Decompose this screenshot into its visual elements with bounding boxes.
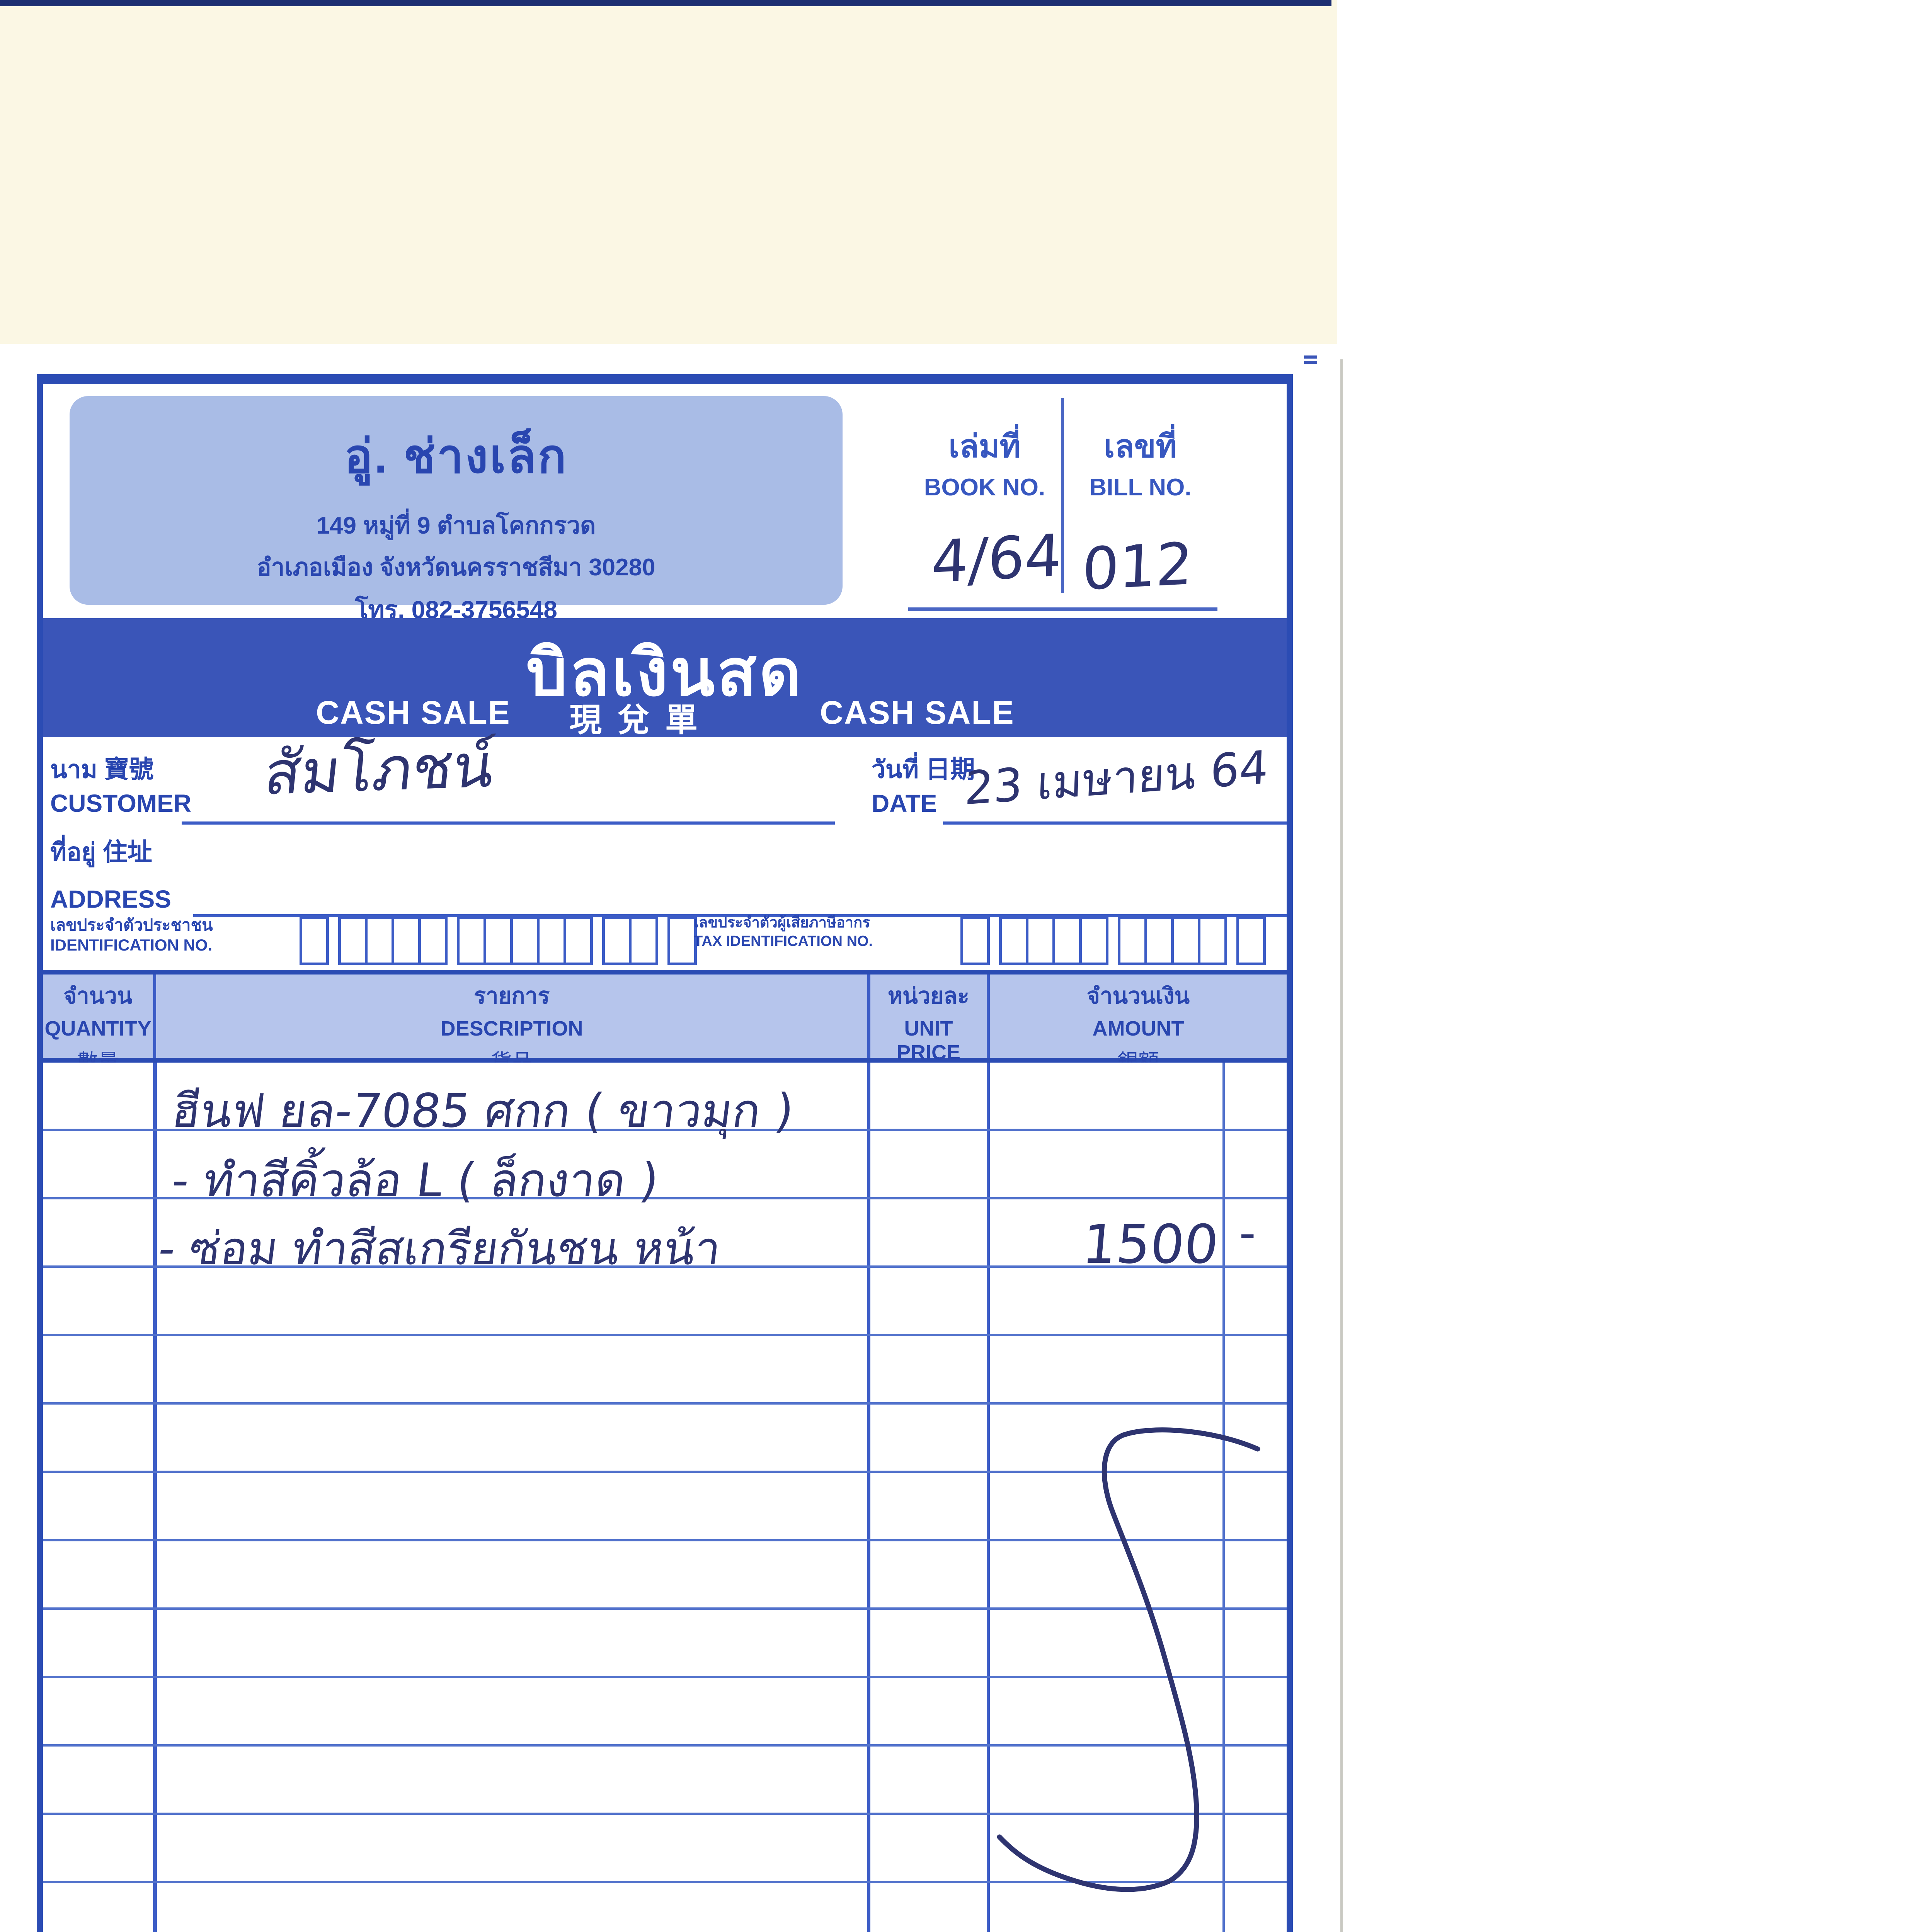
date-label-th: วันที่ 日期 <box>872 755 975 783</box>
id-box <box>1198 917 1227 965</box>
customer-label-en: CUSTOMER <box>50 789 192 817</box>
date-underline <box>943 821 1287 825</box>
id-box <box>1171 917 1198 965</box>
book-no-label-en: BOOK NO. <box>924 474 1045 501</box>
scan-top-strip <box>0 0 1331 6</box>
pen-flourish <box>997 1427 1260 1892</box>
tax-id-number-boxes <box>960 917 1266 965</box>
title-chinese: 現兌單 <box>569 702 713 738</box>
scan-blue-mark <box>1304 355 1317 359</box>
table-body: ฮีนฟ ยล-7085 ศกก ( ขาวมุก ) - ทำสีคิ้วล้… <box>43 1063 1287 1932</box>
scan-cream-band <box>0 0 1337 344</box>
customer-label-th: นาม 寶號 <box>50 755 154 783</box>
id-box-group <box>300 917 329 965</box>
receipt-form: อู่. ช่างเล็ก 149 หมู่ที่ 9 ตำบลโคกกรวด … <box>37 374 1293 1932</box>
table-header-bottom-rule <box>43 1058 1287 1063</box>
book-bill-divider <box>1061 398 1064 593</box>
id-box <box>300 917 329 965</box>
id-box <box>1118 917 1144 965</box>
book-no-cell: เล่มที่ BOOK NO. <box>908 421 1061 501</box>
shop-name: อู่. ช่างเล็ก <box>344 430 568 483</box>
id-box <box>510 917 537 965</box>
id-box <box>1052 917 1079 965</box>
table-row <box>43 1678 1287 1747</box>
title-thai: บิลเงินสด <box>526 636 804 709</box>
id-box <box>484 917 510 965</box>
id-box <box>418 917 448 965</box>
title-cash-sale-left: CASH SALE <box>316 694 511 731</box>
header-amount: จำนวนเงิน AMOUNT 銀額 <box>1086 983 1190 1073</box>
address-label-th: ที่อยู่ 住址 <box>50 838 152 866</box>
book-no-label-th: เล่มที่ <box>948 429 1021 464</box>
body-satang-divider <box>1222 1063 1225 1932</box>
id-box <box>629 917 658 965</box>
table-row <box>43 1405 1287 1473</box>
address-label-en: ADDRESS <box>50 885 171 913</box>
address-underline <box>193 914 1287 917</box>
form-left-border <box>37 374 43 1932</box>
id-box-group <box>602 917 658 965</box>
id-box <box>1236 917 1266 965</box>
title-band: บิลเงินสด CASH SALE 現兌單 CASH SALE <box>43 618 1287 738</box>
id-label: เลขประจำตัวประชาชน IDENTIFICATION NO. <box>50 916 213 954</box>
id-number-boxes <box>300 917 697 965</box>
customer-underline <box>182 821 835 825</box>
table-row <box>43 1747 1287 1815</box>
id-box-group <box>457 917 593 965</box>
id-box <box>1079 917 1108 965</box>
bill-no-label-en: BILL NO. <box>1089 474 1192 501</box>
tax-id-label: เลขประจำตัวผู้เสียภาษีอากร TAX IDENTIFIC… <box>694 915 873 949</box>
form-top-border <box>37 374 1293 384</box>
id-box <box>1144 917 1171 965</box>
table-row <box>43 1063 1287 1131</box>
header-divider-2 <box>867 975 870 1058</box>
table-rows <box>43 1063 1287 1932</box>
id-box <box>667 917 697 965</box>
id-box <box>1026 917 1052 965</box>
shop-address-line2: อำเภอเมือง จังหวัดนครราชสีมา 30280 <box>257 554 655 581</box>
table-row <box>43 1131 1287 1199</box>
shop-address-line1: 149 หมู่ที่ 9 ตำบลโคกกรวด <box>316 512 596 539</box>
table-row <box>43 1473 1287 1541</box>
id-box <box>564 917 593 965</box>
body-divider-2 <box>867 1063 870 1932</box>
id-box <box>457 917 484 965</box>
item-3-satang: - <box>1239 1206 1256 1260</box>
book-bill-section: เล่มที่ BOOK NO. เลขที่ BILL NO. 4/64 01… <box>908 394 1287 611</box>
table-row <box>43 1268 1287 1336</box>
date-label-en: DATE <box>872 789 937 817</box>
table-row <box>43 1336 1287 1405</box>
id-box <box>392 917 418 965</box>
id-box <box>999 917 1026 965</box>
bill-no-cell: เลขที่ BILL NO. <box>1064 421 1217 501</box>
title-cash-sale-right: CASH SALE <box>820 694 1015 731</box>
id-box <box>960 917 990 965</box>
id-box-group <box>667 917 697 965</box>
id-box-group <box>1118 917 1227 965</box>
book-bill-underline <box>908 607 1217 611</box>
body-divider-3 <box>987 1063 990 1932</box>
id-box-group <box>338 917 448 965</box>
id-box-group <box>1236 917 1266 965</box>
header-divider-3 <box>987 975 990 1058</box>
form-right-border <box>1287 374 1293 1932</box>
id-box <box>537 917 564 965</box>
table-row <box>43 1610 1287 1678</box>
id-box <box>365 917 392 965</box>
bill-no-label-th: เลขที่ <box>1104 429 1177 464</box>
table-row <box>43 1815 1287 1883</box>
table-header-top-rule <box>43 970 1287 975</box>
id-box-group <box>960 917 990 965</box>
id-box-group <box>999 917 1108 965</box>
id-box <box>338 917 365 965</box>
shop-stamp: อู่. ช่างเล็ก 149 หมู่ที่ 9 ตำบลโคกกรวด … <box>70 396 843 624</box>
page-edge-shadow <box>1340 359 1343 1932</box>
table-row <box>43 1541 1287 1610</box>
body-divider-1 <box>153 1063 157 1932</box>
id-box <box>602 917 629 965</box>
table-row <box>43 1199 1287 1268</box>
header-divider-1 <box>153 975 156 1058</box>
